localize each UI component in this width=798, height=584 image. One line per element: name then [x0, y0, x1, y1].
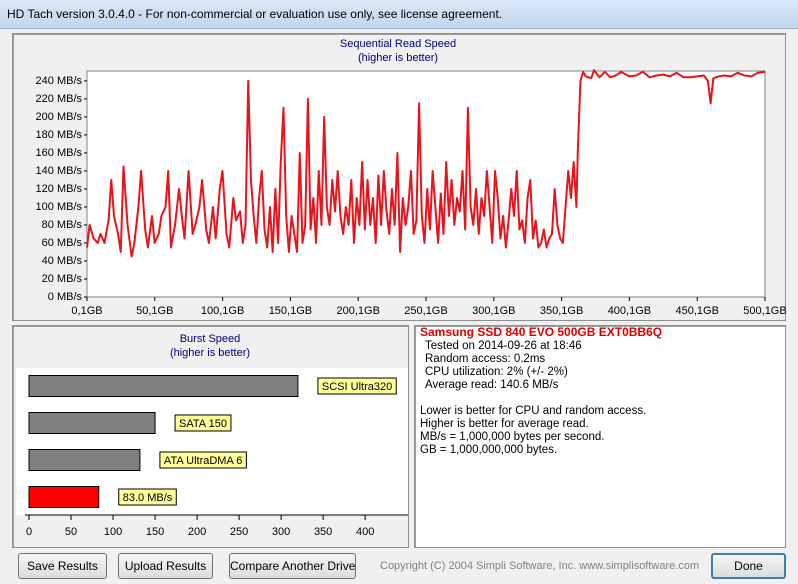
chart-subtitle: (higher is better): [358, 52, 438, 64]
x-tick-label: 300: [272, 526, 290, 538]
upload-button[interactable]: Upload Results: [118, 553, 213, 579]
label-box: [159, 451, 247, 469]
label-box: [118, 488, 177, 506]
plot-area: [86, 70, 766, 298]
result-line: Tested on 2014-09-26 at 18:46: [425, 340, 582, 352]
result-line: CPU utilization: 2% (+/- 2%): [425, 366, 568, 378]
y-tick-label: 80 MB/s: [42, 219, 83, 231]
note-line: MB/s = 1,000,000 bytes per second.: [420, 431, 605, 443]
burst-bar: [28, 412, 156, 434]
x-tick-label: 300,1GB: [472, 305, 515, 317]
x-tick-label: 50: [65, 526, 77, 538]
done-button[interactable]: Done: [711, 553, 786, 579]
x-tick-label: 50,1GB: [136, 305, 173, 317]
x-tick-label: 150: [146, 526, 164, 538]
y-tick-label: 20 MB/s: [42, 273, 83, 285]
x-tick-label: 100: [104, 526, 122, 538]
x-tick-label: 250: [230, 526, 248, 538]
note-line: GB = 1,000,000,000 bytes.: [420, 444, 558, 456]
x-tick-label: 400,1GB: [608, 305, 651, 317]
result-line: Average read: 140.6 MB/s: [425, 379, 559, 391]
y-tick-label: 240 MB/s: [36, 75, 83, 87]
y-tick-label: 180 MB/s: [36, 129, 83, 141]
x-tick-label: 350: [314, 526, 332, 538]
window-title: HD Tach version 3.0.4.0 - For non-commer…: [7, 7, 503, 21]
chart-subtitle: (higher is better): [170, 347, 250, 359]
x-tick-label: 250,1GB: [404, 305, 447, 317]
save-button[interactable]: Save Results: [18, 553, 107, 579]
burst-bar: [28, 375, 299, 397]
y-tick-label: 160 MB/s: [36, 147, 83, 159]
y-tick-label: 140 MB/s: [36, 165, 83, 177]
burst-bar: [28, 449, 141, 471]
x-tick-label: 500,1GB: [743, 305, 786, 317]
bar-label: ATA UltraDMA 6: [164, 455, 242, 467]
compare-button[interactable]: Compare Another Drive: [229, 553, 356, 579]
x-tick-label: 200: [188, 526, 206, 538]
bar-label: 83.0 MB/s: [123, 492, 173, 504]
note-line: Lower is better for CPU and random acces…: [420, 405, 647, 417]
info-panel: [414, 325, 786, 548]
x-tick-label: 450,1GB: [675, 305, 718, 317]
x-tick-label: 200,1GB: [336, 305, 379, 317]
y-tick-label: 100 MB/s: [36, 201, 83, 213]
burst-bar: [28, 486, 100, 508]
bar-label: SCSI Ultra320: [322, 381, 392, 393]
y-tick-label: 200 MB/s: [36, 111, 83, 123]
x-tick-label: 100,1GB: [201, 305, 244, 317]
y-tick-label: 220 MB/s: [36, 93, 83, 105]
y-tick-label: 60 MB/s: [42, 237, 83, 249]
chart-title: Sequential Read Speed: [340, 38, 456, 50]
y-tick-label: 0 MB/s: [48, 291, 83, 303]
drive-name: Samsung SSD 840 EVO 500GB EXT0BB6Q: [420, 325, 663, 339]
title-bar: [0, 0, 798, 29]
result-line: Random access: 0.2ms: [425, 353, 546, 365]
label-box: [174, 414, 232, 432]
x-tick-label: 0,1GB: [71, 305, 102, 317]
chart-title: Burst Speed: [180, 333, 241, 345]
x-tick-label: 350,1GB: [540, 305, 583, 317]
x-tick-label: 400: [356, 526, 374, 538]
copyright: Copyright (C) 2004 Simpli Software, Inc.…: [380, 560, 700, 572]
read-speed-line: [86, 69, 766, 258]
label-box: [317, 377, 397, 395]
bar-label: SATA 150: [179, 418, 227, 430]
y-tick-label: 120 MB/s: [36, 183, 83, 195]
x-tick-label: 0: [26, 526, 32, 538]
note-line: Higher is better for average read.: [420, 418, 589, 430]
y-tick-label: 40 MB/s: [42, 255, 83, 267]
x-tick-label: 150,1GB: [269, 305, 312, 317]
